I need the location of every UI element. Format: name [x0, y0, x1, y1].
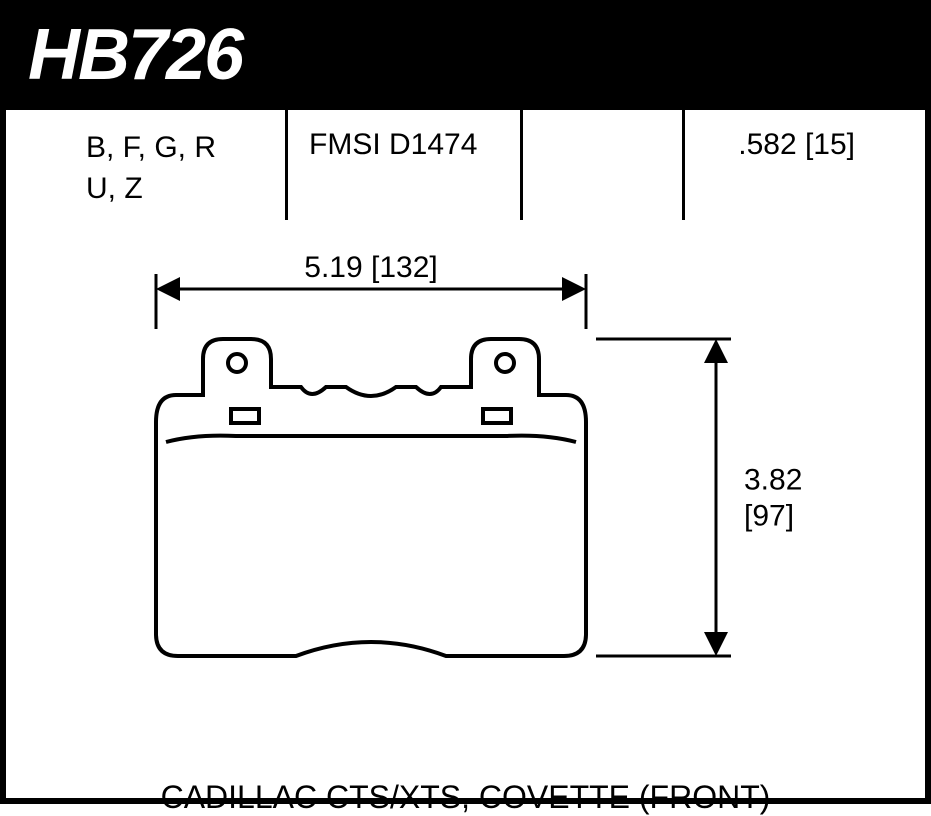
diagram-area: 5.19 [132] 3.82[97] — [6, 209, 925, 769]
divider-3 — [682, 110, 685, 220]
thickness-column: .582 [15] — [526, 128, 895, 209]
friction-surface-line — [166, 436, 576, 442]
height-dimension-text-2: [97] — [744, 500, 794, 533]
fmsi-code: FMSI D1474 — [309, 128, 477, 161]
slot-right — [483, 409, 511, 423]
part-number: HB726 — [28, 14, 903, 96]
compounds-line2: U, Z — [86, 169, 291, 210]
slot-left — [231, 409, 259, 423]
compounds-line1: B, F, G, R — [86, 128, 291, 169]
ear-hole-left — [228, 354, 246, 372]
height-dimension-text-1: 3.82 — [744, 464, 802, 497]
compounds-column: B, F, G, R U, Z — [86, 128, 291, 209]
thickness-value: .582 [15] — [738, 128, 855, 161]
width-dimension-text: 5.19 [132] — [304, 251, 437, 284]
diagram-svg: 5.19 [132] 3.82[97] — [6, 209, 926, 769]
ear-hole-right — [496, 354, 514, 372]
application-text: CADILLAC CTS/XTS, COVETTE (FRONT) — [6, 769, 925, 816]
info-row: B, F, G, R U, Z FMSI D1474 .582 [15] — [6, 110, 925, 209]
header-bar: HB726 — [6, 6, 925, 110]
outer-frame: HB726 B, F, G, R U, Z FMSI D1474 .582 [1… — [0, 0, 931, 804]
divider-1 — [285, 110, 288, 220]
fmsi-column: FMSI D1474 — [291, 128, 526, 209]
divider-2 — [520, 110, 523, 220]
brake-pad-outline — [156, 339, 586, 656]
